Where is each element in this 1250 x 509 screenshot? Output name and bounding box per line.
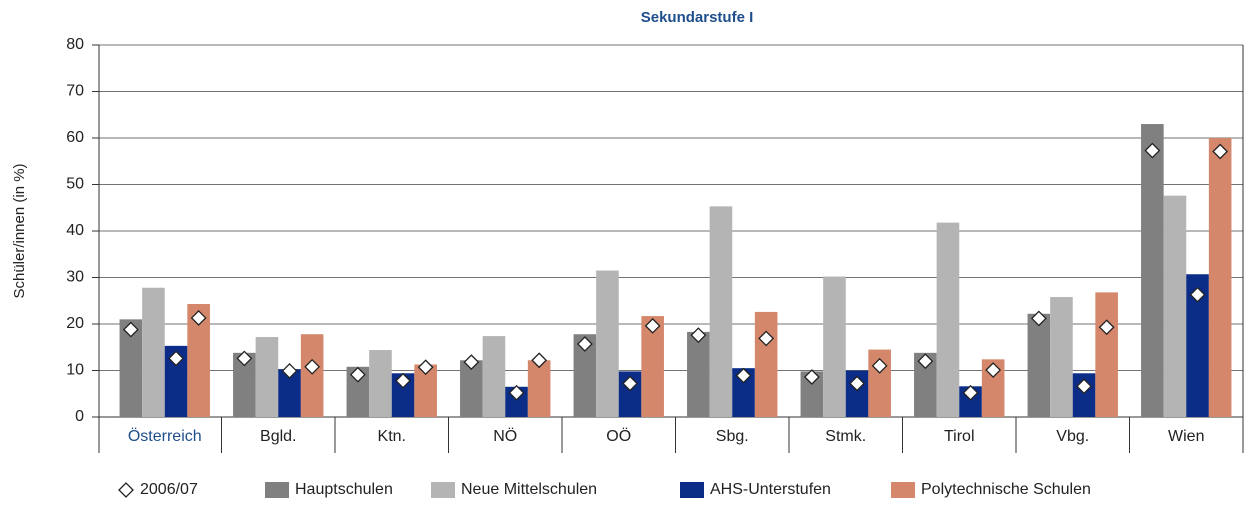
reference-marker xyxy=(304,358,321,375)
reference-marker xyxy=(1144,142,1161,159)
reference-marker xyxy=(168,350,184,367)
x-tick-label: NÖ xyxy=(493,427,517,445)
reference-marker xyxy=(622,375,638,392)
y-tick-label: 0 xyxy=(75,408,84,425)
bar xyxy=(823,276,846,417)
bar xyxy=(1050,297,1073,417)
x-tick-label: Vbg. xyxy=(1056,428,1089,445)
bar xyxy=(187,304,210,417)
reference-marker xyxy=(531,352,548,369)
x-tick-label: Sbg. xyxy=(716,428,749,445)
bar xyxy=(527,360,551,417)
bar xyxy=(754,311,778,417)
bar xyxy=(369,350,392,417)
x-tick-label: OÖ xyxy=(606,427,631,445)
reference-marker xyxy=(871,357,888,374)
y-tick-label: 40 xyxy=(66,222,84,239)
x-tick-label: Österreich xyxy=(128,427,202,445)
legend-swatch xyxy=(431,482,455,498)
bar xyxy=(800,371,824,417)
y-tick-label: 50 xyxy=(66,176,84,193)
reference-marker xyxy=(1076,378,1092,395)
x-tick-label: Bgld. xyxy=(260,428,296,445)
reference-marker xyxy=(395,372,411,389)
bar xyxy=(914,352,937,417)
legend-label: Neue Mittelschulen xyxy=(461,481,597,498)
legend-label: Polytechnische Schulen xyxy=(921,481,1091,498)
bar xyxy=(1027,313,1051,417)
bar xyxy=(233,352,256,417)
bar xyxy=(732,368,755,417)
reference-marker xyxy=(985,362,1002,378)
bar xyxy=(119,319,143,417)
reference-marker xyxy=(417,359,434,376)
bar xyxy=(1095,292,1118,417)
reference-marker xyxy=(463,354,480,371)
legend-swatch xyxy=(265,482,289,498)
reference-marker xyxy=(576,336,593,352)
legend-label: 2006/07 xyxy=(140,481,198,498)
reference-marker xyxy=(849,375,865,392)
x-tick-label: Ktn. xyxy=(378,428,406,445)
x-tick-label: Tirol xyxy=(944,428,975,445)
legend-marker xyxy=(118,482,134,498)
reference-marker xyxy=(349,366,366,383)
bar xyxy=(346,366,370,417)
bar xyxy=(936,222,960,417)
reference-marker xyxy=(735,367,752,384)
y-tick-label: 20 xyxy=(66,315,84,332)
y-tick-label: 10 xyxy=(66,362,84,379)
y-tick-label: 30 xyxy=(66,269,84,286)
reference-marker xyxy=(690,327,707,344)
bar xyxy=(641,316,664,417)
bar xyxy=(1141,124,1164,418)
y-tick-label: 60 xyxy=(66,129,84,146)
y-axis-label: Schüler/innen (in %) xyxy=(11,163,28,298)
reference-marker xyxy=(122,321,139,338)
reference-marker xyxy=(1212,143,1229,160)
bar xyxy=(709,206,733,417)
bar xyxy=(300,334,324,417)
legend-swatch xyxy=(680,482,704,498)
bar xyxy=(255,337,279,417)
bar xyxy=(573,334,597,417)
bar xyxy=(1163,195,1187,417)
reference-marker xyxy=(1098,319,1115,336)
bar xyxy=(414,364,437,417)
reference-marker xyxy=(644,317,661,334)
chart-title: Sekundarstufe I xyxy=(641,9,754,26)
bar xyxy=(460,360,483,417)
legend-swatch xyxy=(891,482,915,498)
bar xyxy=(482,336,506,417)
reference-marker xyxy=(917,353,934,370)
reference-marker xyxy=(1189,286,1206,303)
bar xyxy=(1186,274,1209,417)
reference-marker xyxy=(236,350,253,367)
bar xyxy=(391,373,415,417)
reference-marker xyxy=(803,369,820,385)
bar xyxy=(596,270,619,417)
bar xyxy=(164,345,188,417)
reference-marker xyxy=(508,384,525,401)
bar xyxy=(687,331,710,417)
reference-marker xyxy=(758,330,775,347)
bar xyxy=(142,287,165,417)
bar xyxy=(981,359,1005,417)
reference-marker xyxy=(190,310,207,326)
bar xyxy=(278,369,301,417)
legend-label: Hauptschulen xyxy=(295,481,393,498)
reference-marker xyxy=(1030,310,1047,327)
legend-label: AHS-Unterstufen xyxy=(710,481,831,498)
y-tick-label: 80 xyxy=(66,36,84,53)
reference-marker xyxy=(962,384,979,401)
y-tick-label: 70 xyxy=(66,83,84,100)
reference-marker xyxy=(281,363,298,379)
x-tick-label: Stmk. xyxy=(825,428,866,445)
bar xyxy=(1208,138,1232,417)
x-tick-label: Wien xyxy=(1168,428,1204,445)
